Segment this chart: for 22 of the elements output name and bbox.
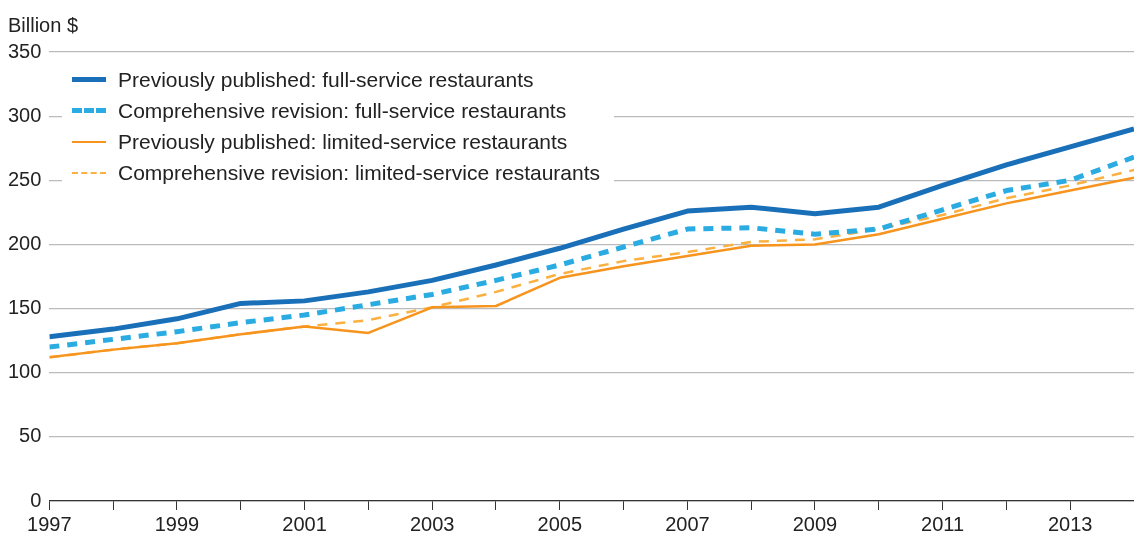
y-tick-label: 350 (7, 39, 42, 62)
legend-label: Previously published: full-service restaurants (118, 67, 534, 92)
y-tick-label: 100 (7, 360, 42, 383)
y-tick-label: 250 (7, 167, 42, 190)
legend-label: Previously published: limited-service restaurants (118, 129, 568, 154)
y-tick-label: 0 (30, 488, 42, 511)
y-tick-label: 300 (7, 103, 42, 126)
x-tick-label: 2005 (537, 512, 583, 535)
x-tick-label: 2003 (409, 512, 455, 535)
x-tick-label: 2009 (792, 512, 838, 535)
x-tick-label: 2011 (921, 512, 965, 535)
legend-label: Comprehensive revision: full-service restaurants (118, 98, 567, 123)
x-tick-label: 1999 (154, 512, 200, 535)
x-tick-label: 2001 (282, 512, 327, 535)
x-tick-label: 2007 (665, 512, 710, 535)
y-tick-label: 200 (7, 231, 42, 254)
y-axis-title: Billion $ (8, 13, 79, 36)
x-tick-label: 2013 (1047, 512, 1093, 535)
y-tick-label: 150 (7, 296, 42, 319)
legend-label: Comprehensive revision: limited-service restaurants (118, 160, 601, 185)
y-tick-label: 50 (19, 424, 42, 447)
x-tick-label: 1997 (27, 512, 72, 535)
